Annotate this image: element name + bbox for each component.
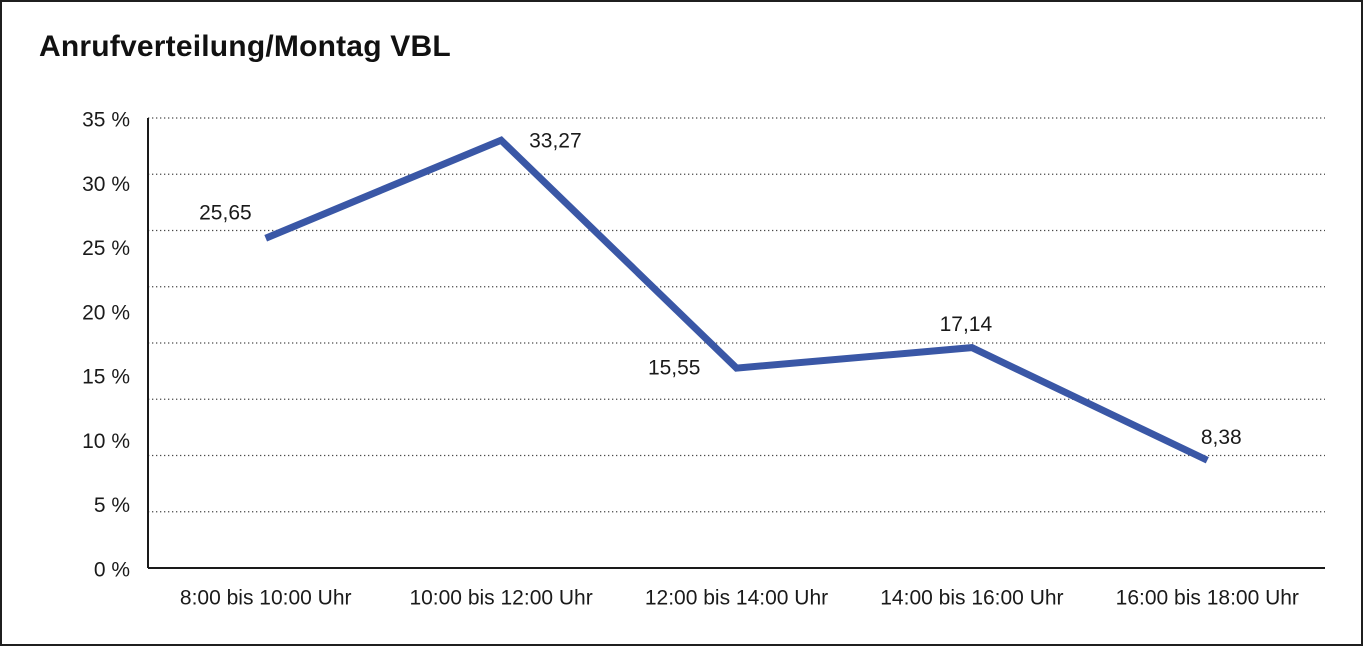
y-tick-label: 35 % xyxy=(82,109,130,132)
chart-title: Anrufverteilung/Montag VBL xyxy=(39,30,451,63)
data-point-label: 15,55 xyxy=(648,357,701,380)
y-tick-label: 0 % xyxy=(94,559,130,582)
y-tick-label: 25 % xyxy=(82,237,130,260)
x-category-label: 8:00 bis 10:00 Uhr xyxy=(180,587,352,610)
y-tick-label: 20 % xyxy=(82,301,130,324)
x-category-label: 10:00 bis 12:00 Uhr xyxy=(409,587,592,610)
y-tick-label: 15 % xyxy=(82,366,130,389)
data-point-label: 33,27 xyxy=(529,130,582,153)
y-tick-label: 5 % xyxy=(94,494,130,517)
x-category-label: 14:00 bis 16:00 Uhr xyxy=(880,587,1063,610)
data-point-label: 17,14 xyxy=(940,313,993,336)
y-tick-label: 10 % xyxy=(82,430,130,453)
data-point-label: 8,38 xyxy=(1201,426,1242,449)
y-tick-label: 30 % xyxy=(82,173,130,196)
data-line xyxy=(264,136,1209,464)
x-category-label: 12:00 bis 14:00 Uhr xyxy=(645,587,828,610)
data-point-label: 25,65 xyxy=(199,202,252,225)
x-category-label: 16:00 bis 18:00 Uhr xyxy=(1116,587,1299,610)
